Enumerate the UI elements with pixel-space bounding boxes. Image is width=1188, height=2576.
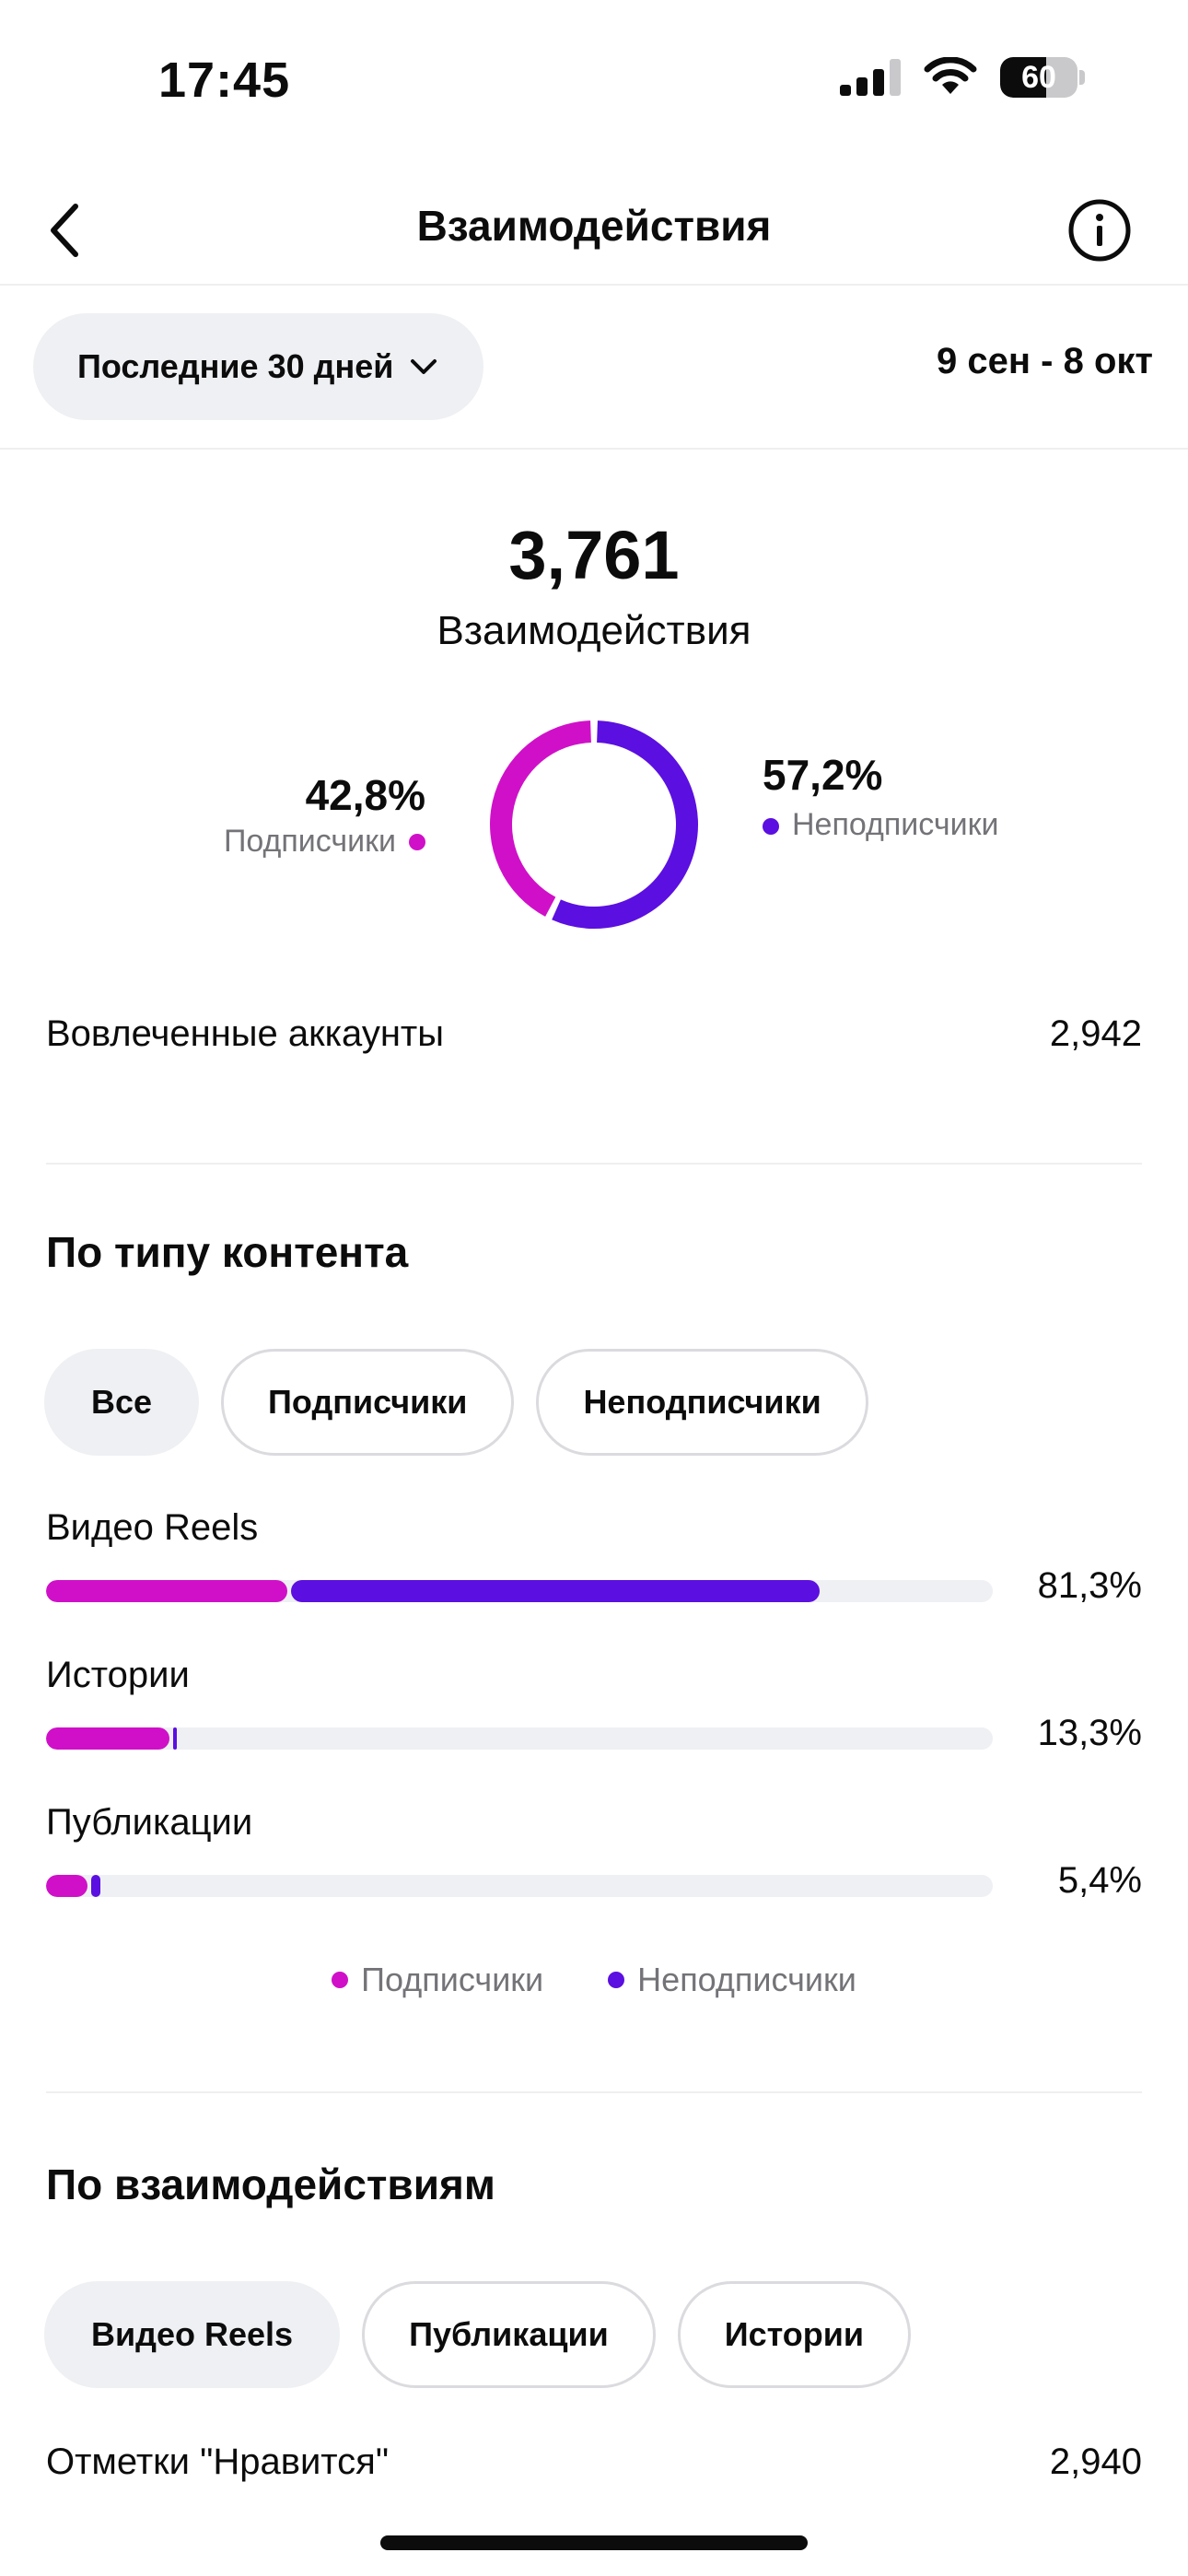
likes-value: 2,940 (1049, 2441, 1142, 2482)
interactions-title: По взаимодействиям (46, 2160, 495, 2208)
back-button[interactable] (28, 193, 101, 267)
chip-stories[interactable]: Истории (677, 2281, 912, 2388)
non-followers-dot-icon (763, 818, 779, 835)
period-dropdown[interactable]: Последние 30 дней (33, 313, 484, 420)
followers-label: Подписчики (223, 824, 396, 859)
status-icons: 60 (840, 57, 1085, 98)
bar-track (46, 1875, 993, 1897)
bar-percent: 13,3% (1037, 1713, 1142, 1753)
non-followers-stat: 57,2% Неподписчики (763, 750, 1022, 844)
chip-non-followers[interactable]: Неподписчики (536, 1349, 868, 1456)
bar-percent: 5,4% (1057, 1860, 1142, 1901)
engaged-accounts-label: Вовлеченные аккаунты (46, 1013, 444, 1054)
divider (46, 2091, 1142, 2093)
content-type-legend: Подписчики Неподписчики (0, 1961, 1188, 1999)
engaged-accounts-value: 2,942 (1049, 1013, 1142, 1054)
battery-icon: 60 (1000, 57, 1085, 98)
content-type-chips: Все Подписчики Неподписчики (44, 1349, 868, 1456)
bar-percent: 81,3% (1037, 1565, 1142, 1606)
chip-reels[interactable]: Видео Reels (44, 2281, 341, 2388)
total-interactions-label: Взаимодействия (437, 608, 751, 653)
non-followers-label: Неподписчики (792, 807, 999, 842)
info-icon (1068, 199, 1131, 262)
chip-posts[interactable]: Публикации (362, 2281, 656, 2388)
donut-segment-non-followers (552, 720, 698, 929)
bar-segment-non-followers (172, 1727, 177, 1750)
bar-segment-followers (46, 1875, 88, 1897)
filter-row: Последние 30 дней 9 сен - 8 окт (0, 287, 1188, 450)
cellular-signal-icon (840, 59, 901, 96)
divider (46, 1163, 1142, 1165)
bar-stories: Истории 13,3% (46, 1655, 1142, 1762)
likes-label: Отметки "Нравится" (46, 2441, 390, 2482)
info-button[interactable] (1061, 192, 1138, 269)
chip-followers[interactable]: Подписчики (221, 1349, 515, 1456)
legend-item-followers: Подписчики (332, 1961, 543, 1999)
followers-dot-icon (409, 833, 425, 850)
donut-segment-followers (490, 720, 592, 917)
content-type-title: По типу контента (46, 1228, 409, 1276)
followers-stat: 42,8% Подписчики (224, 770, 425, 860)
bar-posts: Публикации 5,4% (46, 1802, 1142, 1910)
total-interactions-value: 3,761 (508, 517, 680, 593)
interactions-chips: Видео Reels Публикации Истории (44, 2281, 912, 2388)
wifi-icon (924, 57, 977, 94)
chevron-down-icon (411, 359, 437, 374)
page-title: Взаимодействия (416, 202, 772, 250)
chevron-left-icon (51, 204, 78, 257)
status-time: 17:45 (158, 53, 291, 108)
bar-label: Истории (46, 1655, 190, 1695)
status-bar: 17:45 60 (0, 0, 1188, 147)
bar-label: Публикации (46, 1802, 253, 1843)
legend-dot-icon (332, 1972, 349, 1988)
bar-label: Видео Reels (46, 1507, 259, 1548)
followers-percent: 42,8% (305, 771, 425, 819)
non-followers-percent: 57,2% (763, 751, 883, 799)
legend-item-non-followers: Неподписчики (608, 1961, 856, 1999)
bar-segment-non-followers (91, 1875, 101, 1897)
nav-header: Взаимодействия (0, 175, 1188, 286)
likes-row[interactable]: Отметки "Нравится" 2,940 (46, 2441, 1142, 2484)
bar-reels: Видео Reels 81,3% (46, 1507, 1142, 1615)
engaged-accounts-row[interactable]: Вовлеченные аккаунты 2,942 (46, 1013, 1142, 1055)
bar-segment-non-followers (291, 1580, 820, 1602)
bar-track (46, 1580, 993, 1602)
date-range: 9 сен - 8 окт (937, 341, 1153, 381)
bar-segment-followers (46, 1727, 169, 1750)
battery-level: 60 (1021, 60, 1056, 95)
audience-donut-chart (490, 720, 698, 929)
bar-segment-followers (46, 1580, 288, 1602)
period-label: Последние 30 дней (77, 347, 394, 385)
bar-track (46, 1727, 993, 1750)
legend-label: Подписчики (361, 1961, 544, 1998)
home-indicator (380, 2535, 808, 2550)
legend-label: Неподписчики (637, 1961, 856, 1998)
chip-all[interactable]: Все (44, 1349, 200, 1456)
legend-dot-icon (608, 1972, 625, 1988)
